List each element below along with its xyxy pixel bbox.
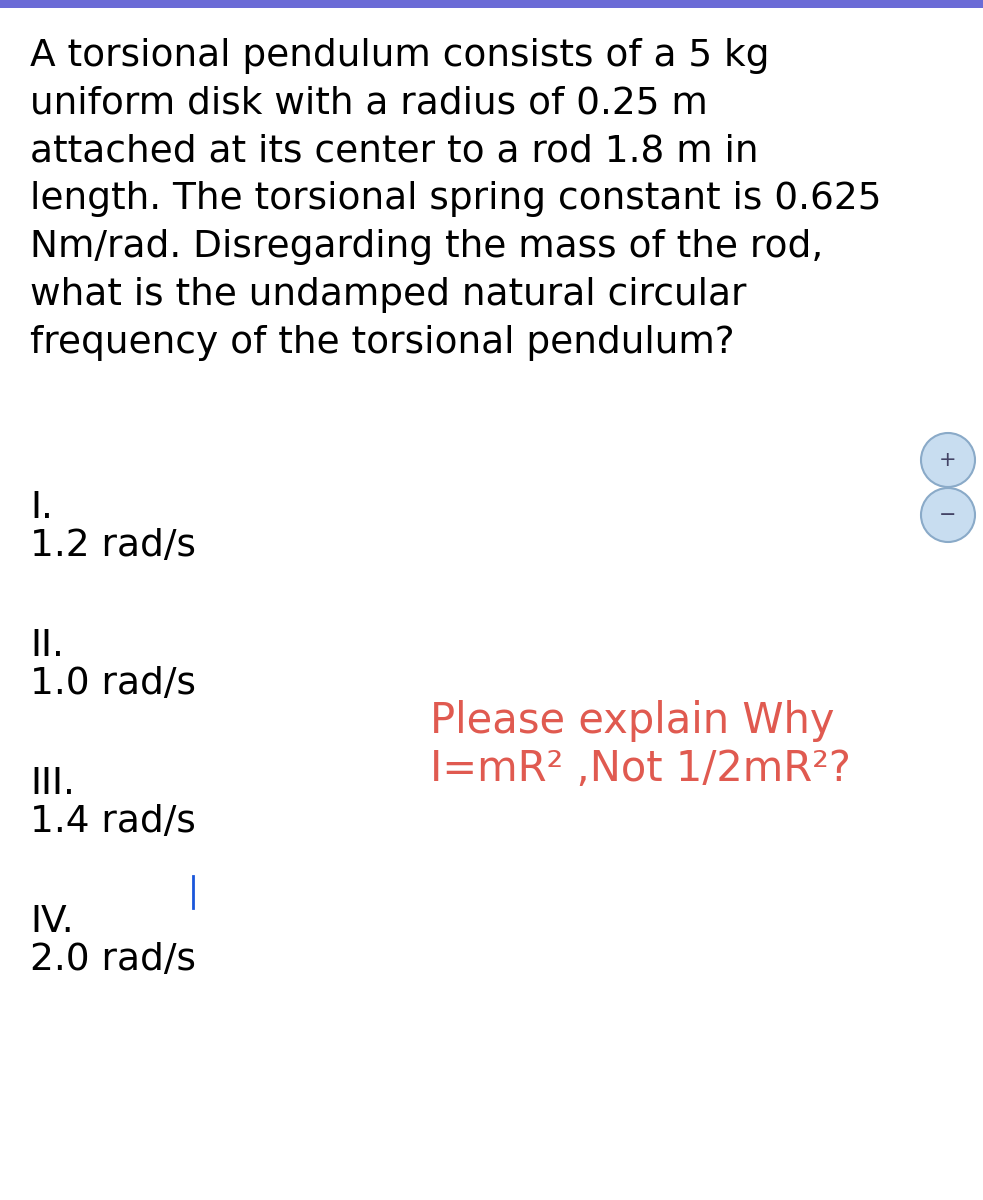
Circle shape	[921, 488, 975, 542]
Text: A torsional pendulum consists of a 5 kg
uniform disk with a radius of 0.25 m
att: A torsional pendulum consists of a 5 kg …	[30, 38, 882, 360]
Text: II.: II.	[30, 628, 64, 664]
Text: III.: III.	[30, 766, 75, 802]
Text: Please explain Why: Please explain Why	[430, 700, 835, 742]
Text: IV.: IV.	[30, 904, 74, 940]
FancyBboxPatch shape	[0, 0, 983, 8]
Text: −: −	[939, 505, 956, 526]
Text: +: +	[939, 450, 956, 470]
Text: 1.4 rad/s: 1.4 rad/s	[30, 804, 196, 840]
Text: 1.2 rad/s: 1.2 rad/s	[30, 528, 196, 564]
Text: 2.0 rad/s: 2.0 rad/s	[30, 942, 196, 978]
Text: 1.0 rad/s: 1.0 rad/s	[30, 666, 196, 702]
Text: I=mR² ,Not 1/2mR²?: I=mR² ,Not 1/2mR²?	[430, 748, 851, 790]
Text: I.: I.	[30, 490, 53, 526]
Circle shape	[921, 433, 975, 487]
